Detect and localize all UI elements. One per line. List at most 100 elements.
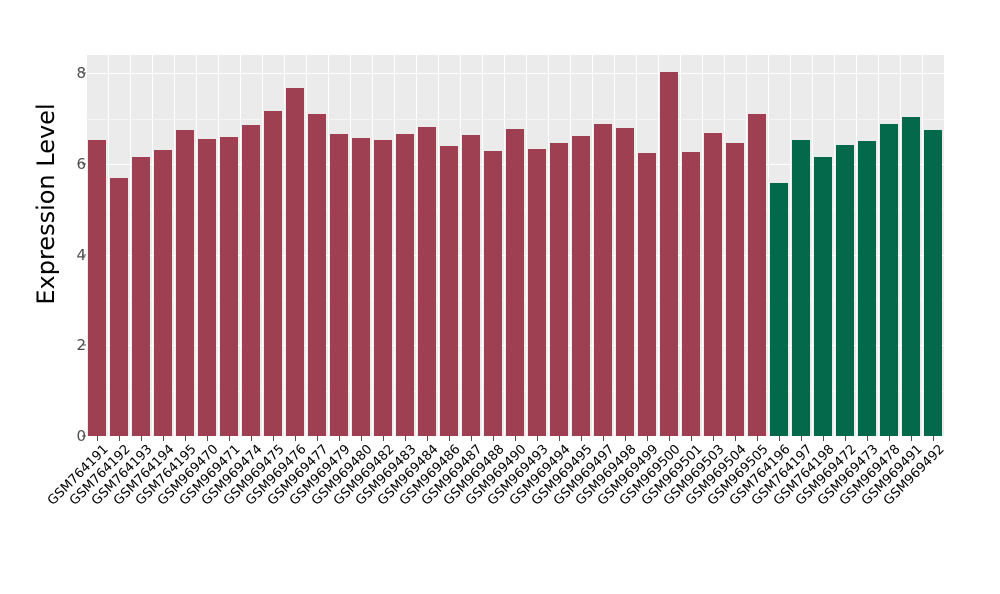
x-tick-mark (801, 436, 802, 441)
bar (857, 141, 876, 436)
grid-line-vertical (570, 55, 571, 436)
grid-line-vertical (746, 55, 747, 436)
grid-line-vertical (504, 55, 505, 436)
bar-chart: Expression Level 02468 GSM764191GSM76419… (32, 0, 948, 580)
x-tick-mark (911, 436, 912, 441)
bar (197, 139, 216, 436)
y-tick-label: 2 (52, 336, 86, 354)
x-tick-mark (757, 436, 758, 441)
bar (747, 113, 766, 436)
grid-line-vertical (548, 55, 549, 436)
grid-line-vertical (218, 55, 219, 436)
x-tick-mark (713, 436, 714, 441)
bar (835, 145, 854, 436)
x-tick-mark (779, 436, 780, 441)
grid-line-vertical (108, 55, 109, 436)
bar-series (86, 55, 944, 436)
x-axis-labels: GSM764191 GSM764192 GSM764193 GSM764194 GSM7… (45, 442, 948, 580)
bar (901, 116, 920, 436)
grid-line-vertical (350, 55, 351, 436)
bar (241, 125, 260, 436)
grid-line-vertical (900, 55, 901, 436)
grid-line-vertical (856, 55, 857, 436)
x-tick-mark (251, 436, 252, 441)
grid-line-vertical (306, 55, 307, 436)
x-tick-mark (427, 436, 428, 441)
y-tick-label: 6 (52, 155, 86, 173)
bar (703, 133, 722, 436)
y-tick-mark (82, 72, 86, 74)
x-tick-mark (405, 436, 406, 441)
bar (395, 133, 414, 436)
grid-line-vertical (416, 55, 417, 436)
grid-line-vertical (86, 55, 87, 436)
bar (153, 150, 172, 436)
grid-line-vertical (922, 55, 923, 436)
x-tick-mark (163, 436, 164, 441)
x-tick-mark (559, 436, 560, 441)
bar (175, 129, 194, 436)
bar (131, 156, 150, 436)
grid-line-vertical (724, 55, 725, 436)
x-tick-mark (141, 436, 142, 441)
bar (593, 124, 612, 436)
grid-line-vertical (592, 55, 593, 436)
bar (923, 130, 942, 436)
bar (109, 178, 128, 436)
bar (439, 145, 458, 436)
x-tick-mark (603, 436, 604, 441)
bar (813, 157, 832, 436)
bar (307, 113, 326, 436)
plot-panel (86, 55, 945, 437)
bar (571, 135, 590, 436)
bar (351, 137, 370, 436)
x-tick-mark (537, 436, 538, 441)
y-tick-label: 0 (52, 427, 86, 445)
grid-line-vertical (482, 55, 483, 436)
bar (725, 143, 744, 436)
bar (373, 139, 392, 436)
x-tick-mark (471, 436, 472, 441)
x-tick-mark (845, 436, 846, 441)
bar (263, 111, 282, 436)
x-tick-mark (735, 436, 736, 441)
bar (879, 123, 898, 436)
x-tick-mark (361, 436, 362, 441)
x-tick-mark (119, 436, 120, 441)
x-tick-mark (273, 436, 274, 441)
bar (637, 152, 656, 436)
bar (659, 71, 678, 436)
grid-line-vertical (636, 55, 637, 436)
x-tick-mark (581, 436, 582, 441)
x-tick-mark (97, 436, 98, 441)
bar (769, 183, 788, 436)
grid-line-vertical (262, 55, 263, 436)
grid-line-vertical (526, 55, 527, 436)
grid-line-minor (86, 118, 944, 120)
bar (615, 127, 634, 436)
grid-line-vertical (130, 55, 131, 436)
grid-line-vertical (812, 55, 813, 436)
y-axis: 02468 (56, 0, 86, 580)
grid-line-vertical (944, 55, 945, 436)
grid-line-vertical (438, 55, 439, 436)
x-tick-mark (207, 436, 208, 441)
x-axis-ticks (86, 436, 944, 442)
grid-line-vertical (790, 55, 791, 436)
x-tick-mark (867, 436, 868, 441)
y-tick-mark (82, 254, 86, 256)
bar (681, 151, 700, 436)
grid-line-vertical (768, 55, 769, 436)
x-tick-mark (383, 436, 384, 441)
grid-line-vertical (152, 55, 153, 436)
grid-line-vertical (680, 55, 681, 436)
x-tick-mark (823, 436, 824, 441)
y-tick-label: 8 (52, 64, 86, 82)
x-tick-mark (669, 436, 670, 441)
grid-line-vertical (372, 55, 373, 436)
bar (285, 87, 304, 436)
x-tick-mark (229, 436, 230, 441)
x-tick-mark (625, 436, 626, 441)
x-tick-mark (185, 436, 186, 441)
bar (417, 126, 436, 436)
